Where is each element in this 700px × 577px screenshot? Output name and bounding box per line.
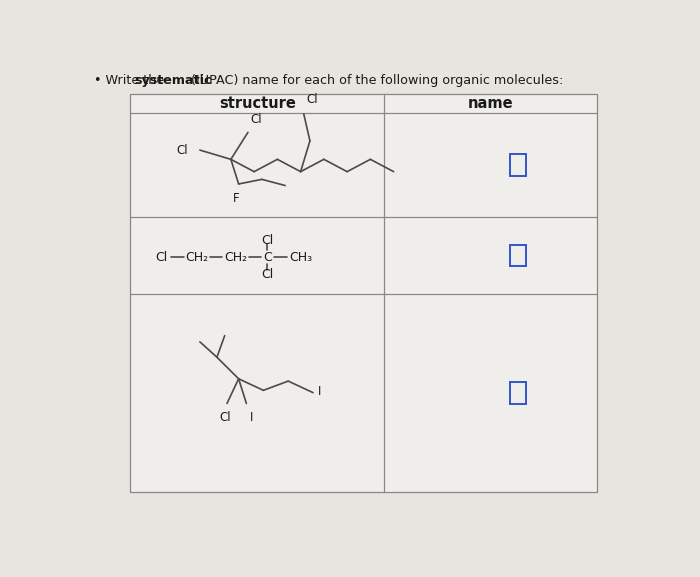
Text: C: C: [263, 250, 272, 264]
Text: Cl: Cl: [251, 113, 262, 126]
Text: Cl: Cl: [220, 411, 231, 424]
Text: CH₃: CH₃: [289, 250, 312, 264]
Text: Cl: Cl: [261, 268, 274, 280]
Text: I: I: [318, 385, 321, 398]
Text: name: name: [468, 96, 514, 111]
Text: I: I: [249, 411, 253, 424]
Text: structure: structure: [219, 96, 295, 111]
Bar: [510, 382, 526, 404]
Text: CH₂: CH₂: [224, 250, 247, 264]
Text: Cl: Cl: [176, 144, 188, 156]
Text: CH₂: CH₂: [186, 250, 209, 264]
Bar: [510, 245, 526, 267]
Text: (IUPAC) name for each of the following organic molecules:: (IUPAC) name for each of the following o…: [187, 74, 563, 87]
Text: Cl: Cl: [155, 250, 167, 264]
Text: systematic: systematic: [134, 74, 211, 87]
Text: Cl: Cl: [261, 234, 274, 247]
Text: • Write the: • Write the: [94, 74, 168, 87]
Text: F: F: [233, 192, 239, 205]
Text: Cl: Cl: [306, 93, 318, 106]
Bar: [130, 94, 598, 492]
Bar: [510, 154, 526, 176]
